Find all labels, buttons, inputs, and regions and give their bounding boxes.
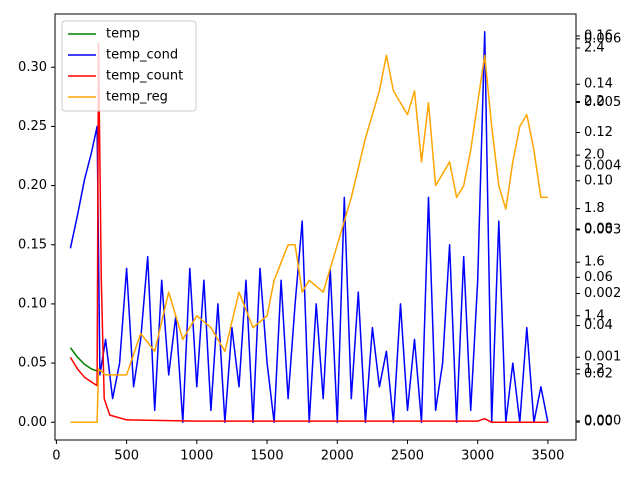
y2-tick-label: 0.12 [584, 125, 613, 140]
y-tick-label: 0.25 [18, 119, 47, 134]
y2-tick-label: 0.005 [584, 95, 621, 110]
y2-tick-label: 0.000 [584, 413, 621, 428]
y-tick-label: 0.05 [18, 356, 47, 371]
y2-tick-label: 0.10 [584, 173, 613, 188]
x-tick-label: 1000 [180, 449, 213, 464]
x-tick-label: 500 [114, 449, 139, 464]
y2-tick-label: 0.001 [584, 350, 621, 365]
legend-label: temp_cond [106, 48, 178, 63]
y2-tick-label: 0.02 [584, 366, 613, 381]
x-tick-label: 3500 [531, 449, 564, 464]
y2-tick-label: 0.14 [584, 77, 613, 92]
y2-tick-label: 0.04 [584, 318, 613, 333]
series-line [69, 30, 549, 424]
y2-tick-label: 1.4 [584, 308, 605, 323]
x-tick-label: 2500 [391, 449, 424, 464]
y-tick-label: 0.00 [18, 415, 47, 430]
x-tick-label: 0 [52, 449, 60, 464]
y2-tick-label: 1.8 [584, 201, 605, 216]
y2-tick-label: 0.004 [584, 159, 621, 174]
x-tick-label: 1500 [251, 449, 284, 464]
y-tick-label: 0.10 [18, 296, 47, 311]
series-line [70, 54, 548, 424]
series-line [69, 42, 548, 424]
legend-box [61, 20, 197, 112]
x-tick-label: 3000 [461, 449, 494, 464]
legend-label: temp_reg [106, 90, 168, 105]
x-tick-label: 2000 [321, 449, 354, 464]
y2-tick-label: 2.2 [584, 94, 605, 109]
y2-tick-label: 0.06 [584, 270, 613, 285]
y2-tick-label: 2.0 [584, 148, 605, 163]
y-tick-label: 0.30 [18, 60, 47, 75]
plot-frame [54, 13, 577, 441]
legend-label: temp_count [106, 69, 183, 84]
y2-tick-label: 0.002 [584, 286, 621, 301]
y2-tick-label: 0.16 [584, 28, 613, 43]
legend-label: temp [106, 27, 140, 42]
y2-tick-label: 0.00 [584, 415, 613, 430]
y-tick-label: 0.20 [18, 178, 47, 193]
y2-tick-label: 0.003 [584, 222, 621, 237]
y-tick-label: 0.15 [18, 237, 47, 252]
y2-tick-label: 2.4 [584, 41, 605, 56]
series-line [69, 347, 99, 373]
y2-tick-label: 1.6 [584, 255, 605, 270]
y2-tick-label: 0.006 [584, 31, 621, 46]
y2-tick-label: 1.2 [584, 362, 605, 377]
y2-tick-label: 0.08 [584, 222, 613, 237]
